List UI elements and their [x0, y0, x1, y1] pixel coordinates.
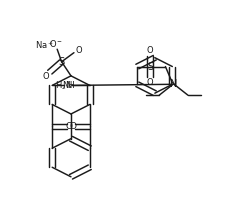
Text: S: S: [147, 61, 153, 72]
Text: O: O: [70, 122, 77, 131]
Text: Na$^+$: Na$^+$: [35, 40, 54, 51]
Text: S: S: [59, 57, 65, 67]
Text: O$^-$: O$^-$: [49, 38, 63, 49]
Text: O: O: [65, 122, 72, 131]
Text: N: N: [170, 79, 177, 89]
Text: O: O: [75, 46, 82, 55]
Text: O: O: [147, 46, 154, 55]
Text: NH: NH: [62, 81, 75, 90]
Text: O: O: [42, 72, 49, 81]
Text: O: O: [147, 78, 154, 87]
Text: H$_2$N: H$_2$N: [55, 79, 73, 92]
